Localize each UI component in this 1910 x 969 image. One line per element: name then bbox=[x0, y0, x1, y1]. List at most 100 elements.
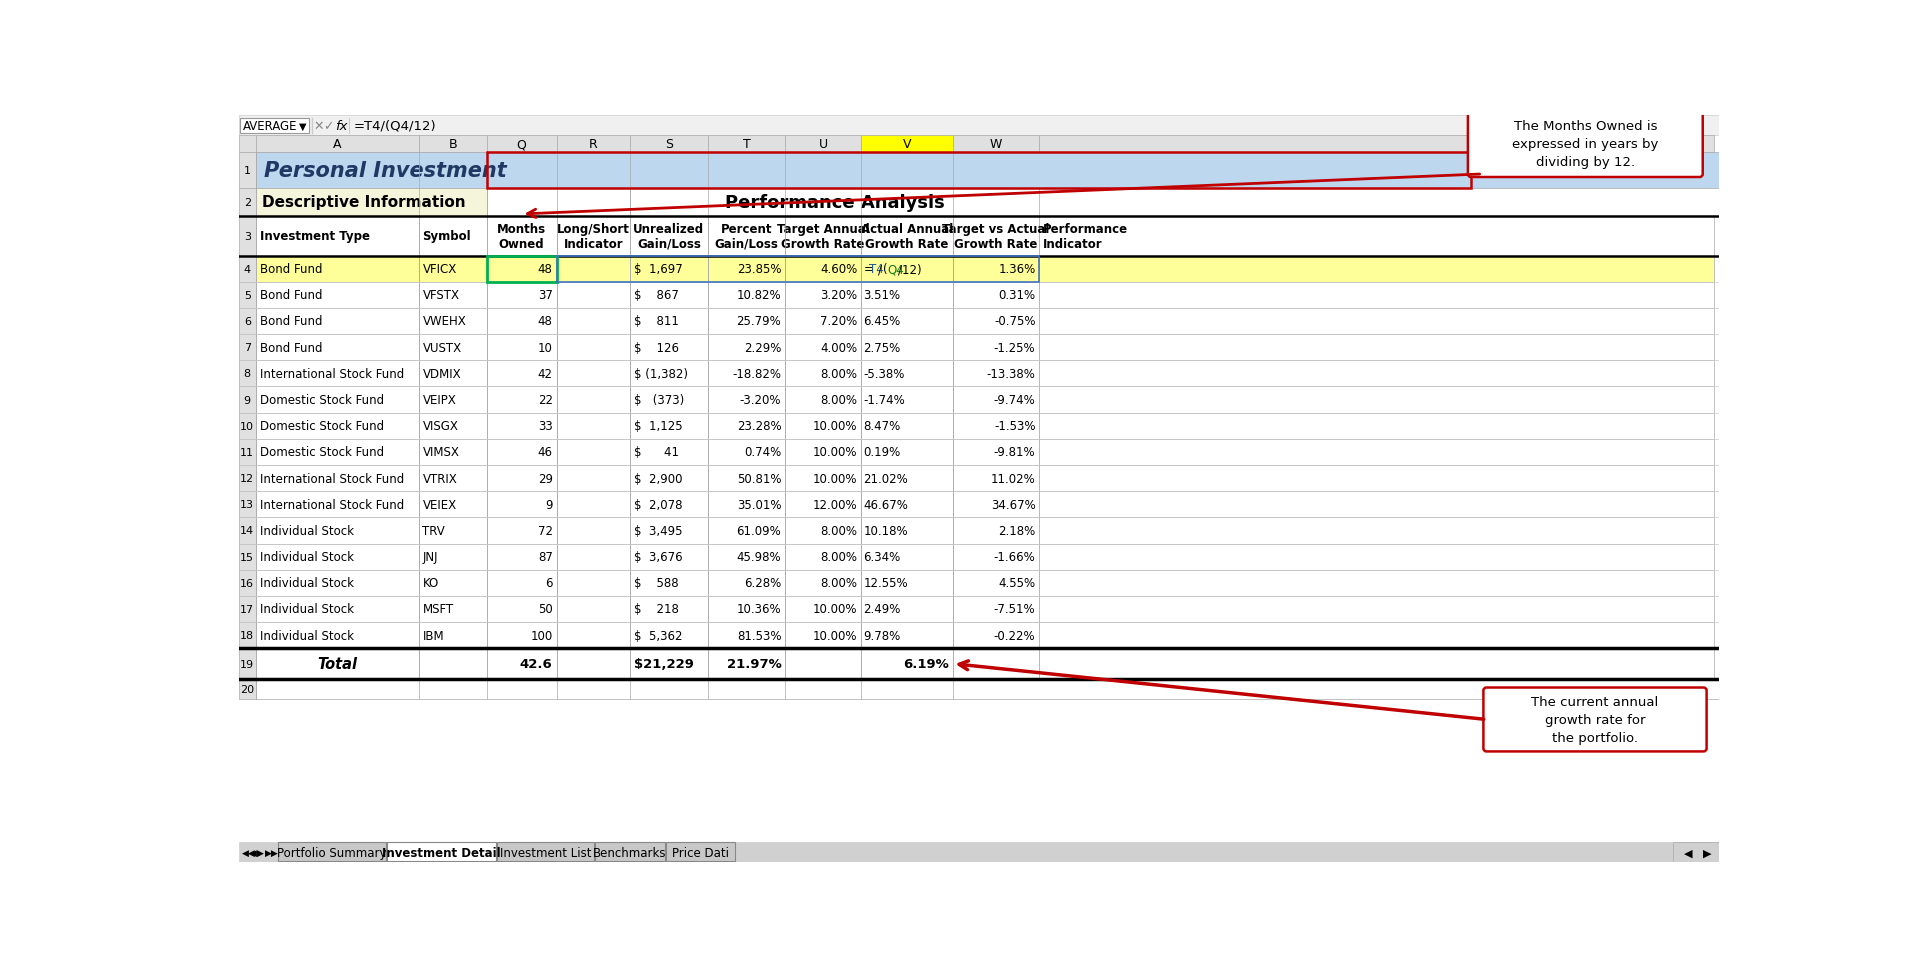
Bar bbox=[861, 308, 953, 334]
Bar bbox=[418, 439, 487, 465]
Bar bbox=[556, 544, 630, 570]
Bar bbox=[953, 517, 1039, 544]
Text: 12.00%: 12.00% bbox=[812, 498, 858, 512]
Bar bbox=[707, 439, 785, 465]
Bar bbox=[707, 413, 785, 439]
Text: $  1,697: $ 1,697 bbox=[634, 263, 682, 276]
Bar bbox=[418, 216, 487, 256]
Text: -13.38%: -13.38% bbox=[987, 367, 1035, 381]
Text: 1: 1 bbox=[244, 166, 250, 176]
Bar bbox=[418, 648, 487, 679]
Bar bbox=[239, 137, 256, 153]
Text: 23.28%: 23.28% bbox=[737, 420, 781, 433]
Bar bbox=[707, 334, 785, 360]
Text: The Months Owned is
expressed in years by
dividing by 12.: The Months Owned is expressed in years b… bbox=[1513, 119, 1658, 169]
Bar bbox=[556, 360, 630, 387]
Text: Portfolio Summary: Portfolio Summary bbox=[277, 846, 386, 859]
Bar bbox=[487, 153, 1471, 189]
Text: -1.66%: -1.66% bbox=[993, 550, 1035, 564]
Text: Domestic Stock Fund: Domestic Stock Fund bbox=[260, 393, 384, 407]
Bar bbox=[487, 622, 556, 648]
Text: ▶: ▶ bbox=[1704, 848, 1711, 858]
Text: 11.02%: 11.02% bbox=[991, 472, 1035, 485]
Bar bbox=[707, 308, 785, 334]
Text: 35.01%: 35.01% bbox=[737, 498, 781, 512]
Bar bbox=[487, 387, 556, 413]
Text: 34.67%: 34.67% bbox=[991, 498, 1035, 512]
Bar bbox=[1039, 517, 1713, 544]
Text: 10: 10 bbox=[539, 341, 552, 355]
Bar bbox=[1039, 596, 1713, 622]
Text: =: = bbox=[863, 263, 873, 276]
Bar bbox=[630, 544, 707, 570]
Bar bbox=[256, 308, 418, 334]
Text: MSFT: MSFT bbox=[422, 603, 453, 616]
Bar bbox=[630, 465, 707, 491]
Text: 25.79%: 25.79% bbox=[737, 315, 781, 328]
Bar bbox=[630, 308, 707, 334]
Bar bbox=[1039, 360, 1713, 387]
Text: -5.38%: -5.38% bbox=[863, 367, 905, 381]
Text: Investment Detail: Investment Detail bbox=[382, 846, 500, 859]
Text: Individual Stock: Individual Stock bbox=[260, 524, 353, 538]
Bar bbox=[1039, 570, 1713, 596]
Text: $  5,362: $ 5,362 bbox=[634, 629, 682, 642]
Text: Performance Analysis: Performance Analysis bbox=[726, 194, 945, 211]
Text: $    867: $ 867 bbox=[634, 289, 678, 302]
Bar bbox=[256, 491, 418, 517]
Bar bbox=[630, 491, 707, 517]
Bar bbox=[556, 439, 630, 465]
Text: -1.25%: -1.25% bbox=[993, 341, 1035, 355]
Bar bbox=[556, 334, 630, 360]
Bar bbox=[256, 439, 418, 465]
Bar bbox=[256, 216, 418, 256]
Text: KO: KO bbox=[422, 577, 439, 590]
Bar bbox=[556, 465, 630, 491]
Text: 4.55%: 4.55% bbox=[999, 577, 1035, 590]
Bar bbox=[239, 308, 256, 334]
Text: 100: 100 bbox=[531, 629, 552, 642]
Text: ✓: ✓ bbox=[323, 120, 334, 133]
Bar bbox=[239, 648, 256, 679]
Text: VFICX: VFICX bbox=[422, 263, 456, 276]
Bar bbox=[256, 153, 487, 189]
Bar bbox=[277, 842, 386, 860]
Bar bbox=[1039, 308, 1713, 334]
Text: 87: 87 bbox=[539, 550, 552, 564]
Text: Investment Type: Investment Type bbox=[260, 230, 371, 243]
Bar bbox=[953, 648, 1039, 679]
Bar bbox=[487, 308, 556, 334]
Bar bbox=[556, 622, 630, 648]
Bar bbox=[256, 256, 418, 282]
Text: 9: 9 bbox=[244, 395, 250, 405]
Text: $ (1,382): $ (1,382) bbox=[634, 367, 688, 381]
Text: International Stock Fund: International Stock Fund bbox=[260, 367, 403, 381]
Bar bbox=[239, 189, 256, 216]
Text: 10.00%: 10.00% bbox=[812, 420, 858, 433]
Bar bbox=[487, 648, 556, 679]
Text: 50.81%: 50.81% bbox=[737, 472, 781, 485]
Text: 11: 11 bbox=[241, 448, 254, 457]
Bar bbox=[1039, 137, 1713, 153]
Text: 10.00%: 10.00% bbox=[812, 446, 858, 459]
Text: 3.51%: 3.51% bbox=[863, 289, 900, 302]
Text: Long/Short
Indicator: Long/Short Indicator bbox=[558, 222, 630, 250]
Bar bbox=[418, 413, 487, 439]
Text: 61.09%: 61.09% bbox=[737, 524, 781, 538]
Text: Percent
Gain/Loss: Percent Gain/Loss bbox=[714, 222, 777, 250]
Bar bbox=[707, 648, 785, 679]
Bar bbox=[861, 491, 953, 517]
Text: $21,229: $21,229 bbox=[634, 657, 693, 671]
Text: -0.22%: -0.22% bbox=[993, 629, 1035, 642]
Bar bbox=[487, 360, 556, 387]
Text: $    218: $ 218 bbox=[634, 603, 678, 616]
Text: Target vs Actual
Growth Rate: Target vs Actual Growth Rate bbox=[942, 222, 1050, 250]
Bar bbox=[1039, 282, 1713, 308]
Bar bbox=[861, 517, 953, 544]
Text: -0.75%: -0.75% bbox=[993, 315, 1035, 328]
Text: $  2,900: $ 2,900 bbox=[634, 472, 682, 485]
Bar bbox=[707, 596, 785, 622]
Bar bbox=[256, 413, 418, 439]
Bar bbox=[556, 648, 630, 679]
Bar bbox=[556, 517, 630, 544]
